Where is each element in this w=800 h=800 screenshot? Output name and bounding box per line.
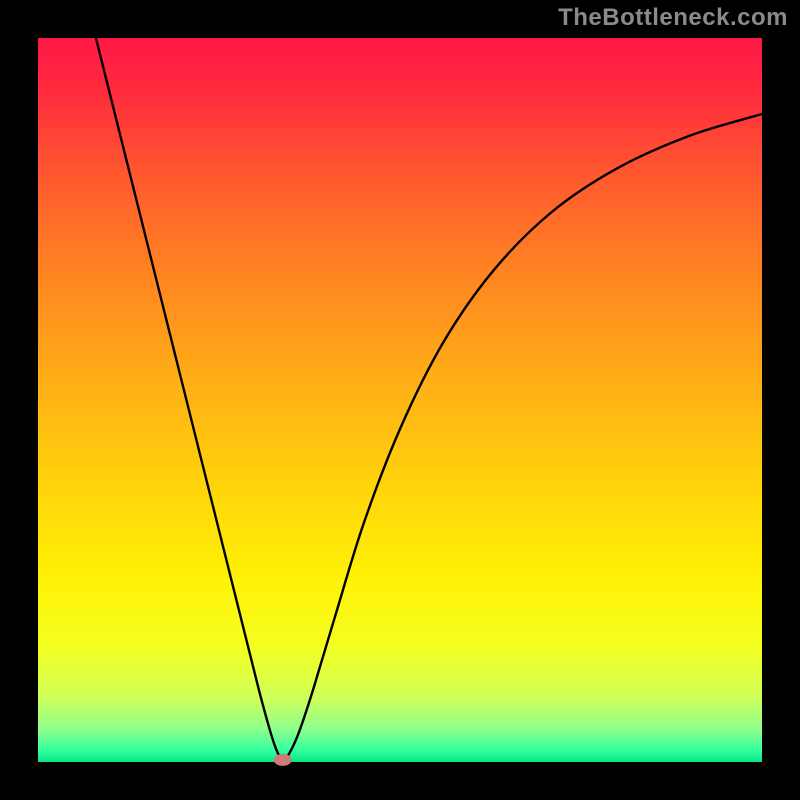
marker-optimum [274,754,292,766]
bottleneck-curve-chart [0,0,800,800]
chart-plot-area [38,38,762,762]
watermark-text: TheBottleneck.com [558,4,788,32]
chart-container: TheBottleneck.com [0,0,800,800]
